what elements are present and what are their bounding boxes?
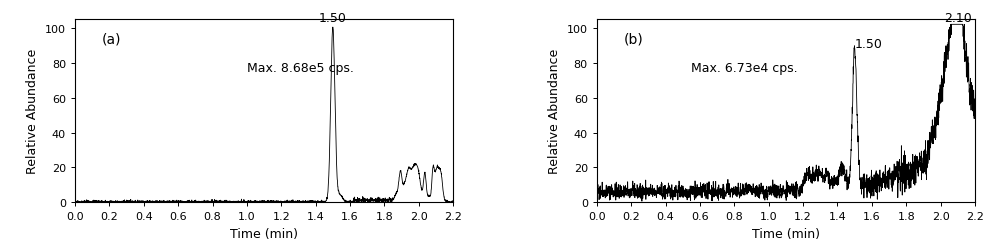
- Y-axis label: Relative Abundance: Relative Abundance: [548, 49, 561, 174]
- X-axis label: Time (min): Time (min): [230, 227, 298, 240]
- Y-axis label: Relative Abundance: Relative Abundance: [26, 49, 39, 174]
- Text: (a): (a): [101, 33, 121, 47]
- Text: 1.50: 1.50: [319, 12, 347, 25]
- Text: 1.50: 1.50: [855, 38, 883, 51]
- Text: Max. 6.73e4 cps.: Max. 6.73e4 cps.: [691, 62, 798, 75]
- Text: 2.10: 2.10: [944, 12, 972, 25]
- X-axis label: Time (min): Time (min): [752, 227, 820, 240]
- Text: (b): (b): [623, 33, 643, 47]
- Text: Max. 8.68e5 cps.: Max. 8.68e5 cps.: [247, 62, 354, 75]
